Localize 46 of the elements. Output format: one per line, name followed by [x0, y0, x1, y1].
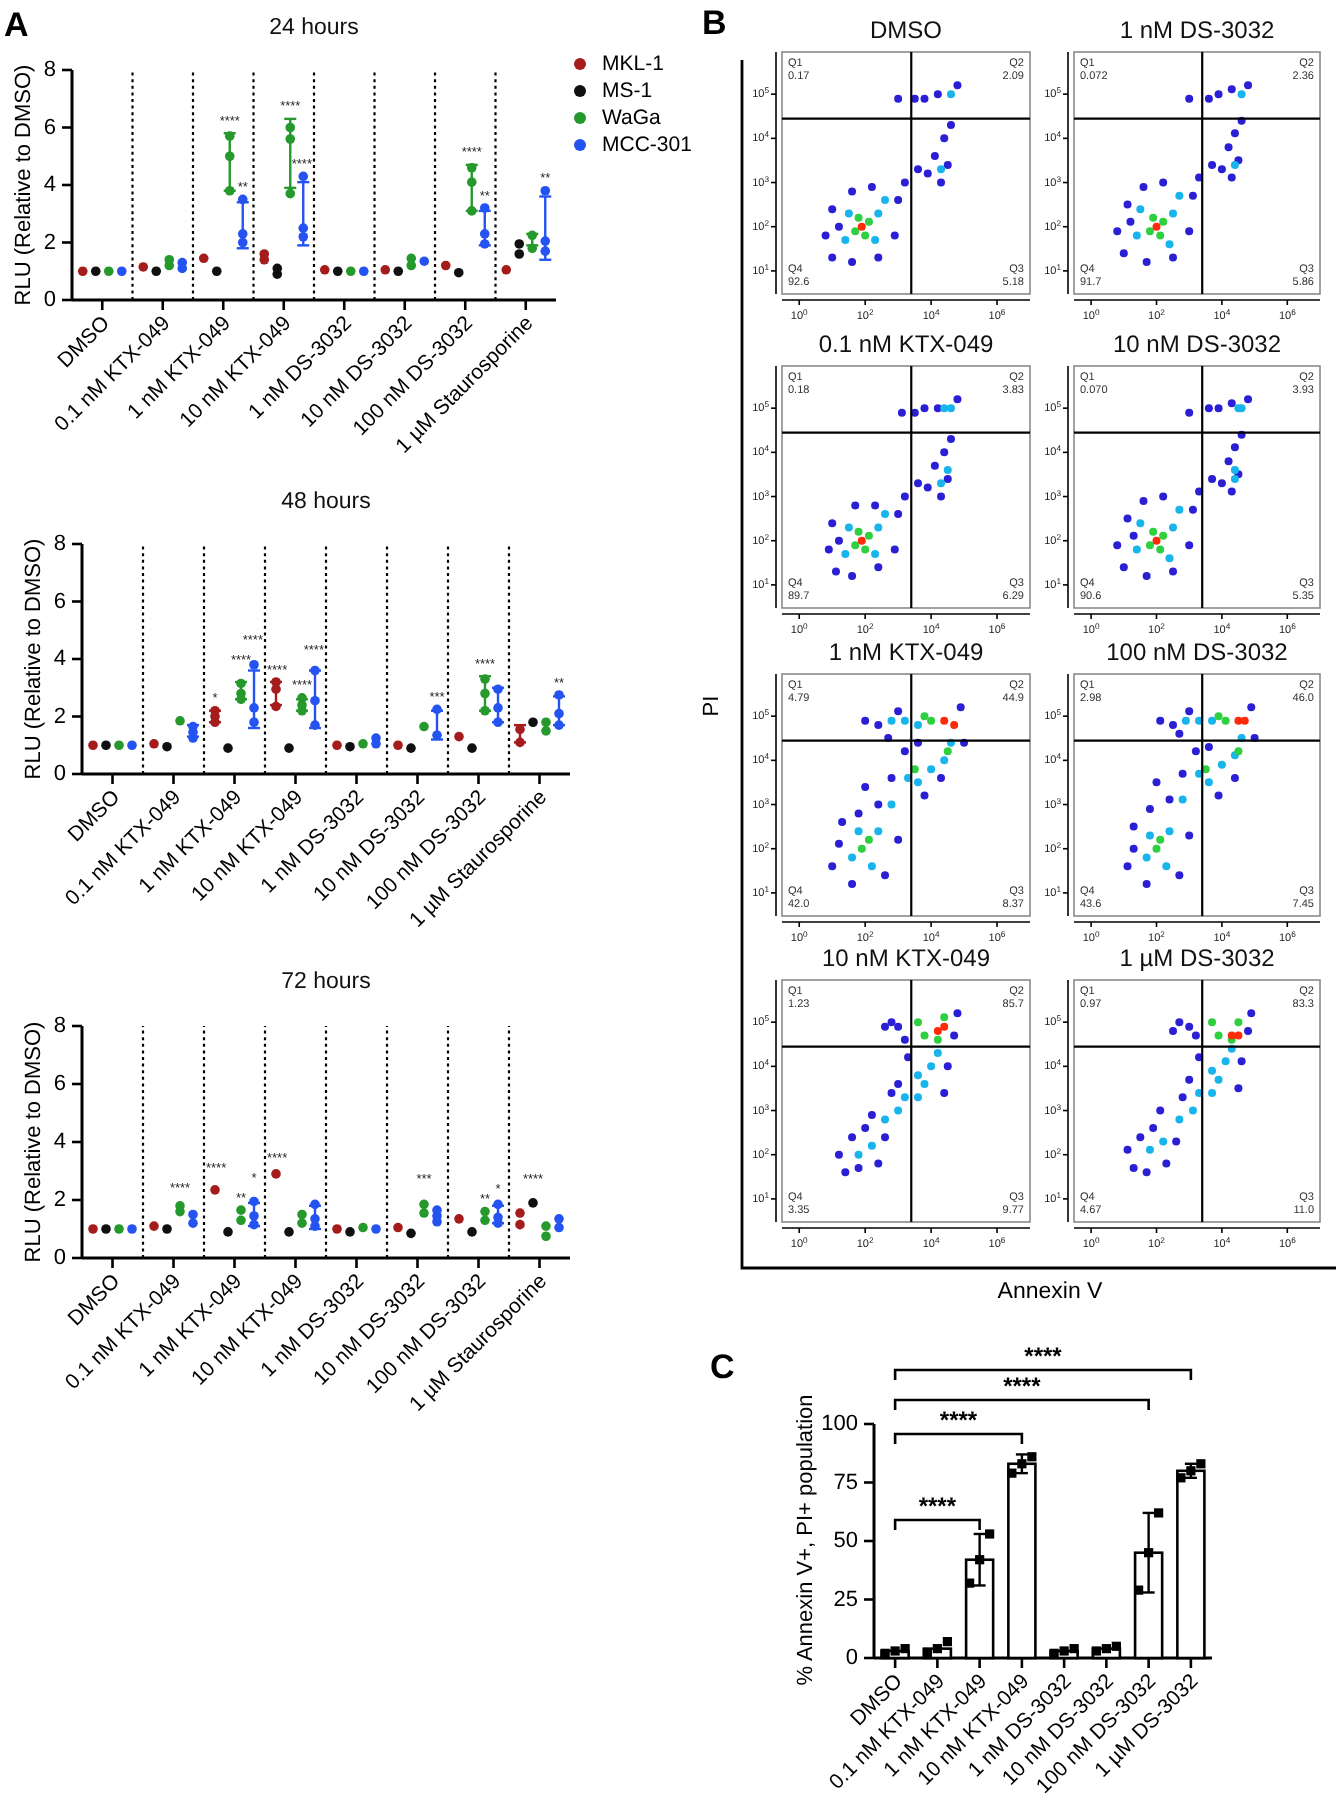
- y-axis-title: RLU (Relative to DMSO): [22, 1021, 46, 1263]
- chart-title: 1 nM DS-3032: [1119, 16, 1276, 44]
- annotation: ****: [918, 1492, 957, 1520]
- y-axis-title: % Annexin V+, PI+ population: [794, 1394, 818, 1686]
- y-tick-label: 6: [53, 589, 66, 614]
- chart-title: DMSO: [870, 16, 942, 44]
- legend-label: WaGa: [602, 106, 662, 130]
- y-tick-label: 50: [833, 1529, 858, 1553]
- annotation: ****: [939, 1406, 978, 1434]
- chart-title: 100 nM DS-3032: [1106, 638, 1289, 666]
- y-tick-label: 8: [53, 532, 66, 556]
- y-tick-label: 75: [833, 1470, 858, 1495]
- y-tick-label: 0: [53, 762, 66, 786]
- y-tick-label: 4: [53, 647, 66, 671]
- text: A: [4, 6, 29, 44]
- legend-label: MS-1: [602, 79, 653, 103]
- y-tick-label: 8: [53, 1014, 66, 1038]
- chart-title: 10 nM DS-3032: [1112, 330, 1282, 358]
- chart-title: 48 hours: [281, 490, 372, 514]
- legend-label: MCC-301: [602, 133, 693, 157]
- y-tick-label: 2: [53, 1188, 66, 1212]
- y-axis-title: RLU (Relative to DMSO): [22, 538, 46, 780]
- y-tick-label: 25: [833, 1587, 858, 1612]
- y-axis-title: PI: [700, 695, 724, 717]
- y-tick-label: 4: [43, 173, 56, 197]
- y-tick-label: 6: [53, 1072, 66, 1096]
- y-tick-label: 4: [53, 1130, 66, 1154]
- x-axis-title: Annexin V: [997, 1280, 1104, 1304]
- text: B: [702, 4, 727, 42]
- y-tick-label: 0: [43, 288, 56, 312]
- y-tick-label: 6: [43, 115, 56, 140]
- text: C: [710, 1348, 735, 1386]
- chart-title: 1 nM KTX-049: [828, 638, 985, 666]
- y-axis-title: RLU (Relative to DMSO): [12, 64, 36, 306]
- y-tick-label: 2: [53, 704, 66, 729]
- y-tick-label: 0: [845, 1646, 858, 1670]
- y-tick-label: 2: [43, 230, 56, 255]
- y-tick-label: 8: [43, 58, 56, 82]
- text: ****: [1024, 1342, 1063, 1370]
- y-tick-label: 0: [53, 1246, 66, 1270]
- y-tick-label: 100: [821, 1412, 858, 1436]
- chart-title: 0.1 nM KTX-049: [818, 330, 995, 358]
- chart-title: 72 hours: [281, 970, 372, 994]
- text: ****: [1003, 1372, 1042, 1400]
- chart-title: 24 hours: [269, 16, 360, 40]
- legend-label: MKL-1: [602, 52, 665, 76]
